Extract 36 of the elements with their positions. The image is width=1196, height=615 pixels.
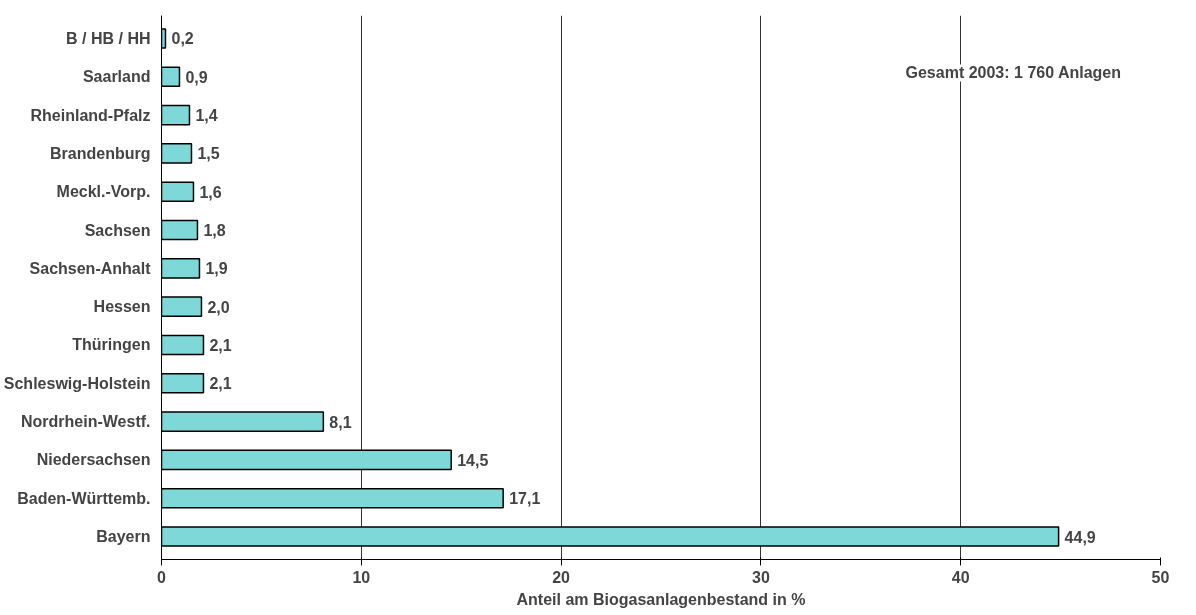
y-tick-label: Saarland (82, 68, 151, 86)
y-tick-label: Sachsen-Anhalt (29, 259, 152, 277)
annotation: Gesamt 2003: 1 760 Anlagen (905, 64, 1122, 82)
data-label: 2,1 (209, 375, 232, 393)
data-label: 2,0 (207, 298, 230, 316)
data-label: 1,6 (199, 183, 222, 201)
data-label: 1,9 (205, 260, 228, 278)
data-label: 1,5 (197, 145, 220, 163)
data-label: 1,4 (195, 107, 218, 125)
data-label: 0,2 (171, 30, 194, 48)
data-label: 2,1 (209, 336, 232, 354)
y-tick-label: Rheinland-Pfalz (30, 106, 151, 124)
y-tick-label: Bayern (96, 528, 151, 546)
data-label: 1,8 (203, 222, 226, 240)
y-tick-label: Hessen (93, 298, 151, 316)
y-tick-label: Nordrhein-Westf. (21, 413, 151, 431)
y-tick-label: Schleswig-Holstein (3, 374, 151, 392)
data-label: 44,9 (1064, 528, 1096, 546)
data-label: 14,5 (457, 451, 489, 469)
y-tick-label: Thüringen (72, 336, 151, 354)
x-tick-label: 40 (951, 568, 970, 586)
data-label: 17,1 (509, 490, 541, 508)
x-tick-label: 10 (352, 568, 371, 586)
x-tick-label: 50 (1151, 568, 1170, 586)
data-label: 0,9 (185, 68, 208, 86)
x-tick-label: 30 (752, 568, 770, 586)
y-tick-label: Sachsen (84, 221, 151, 239)
x-axis-title: Anteil am Biogasanlagenbestand in % (516, 590, 806, 608)
y-tick-label: B / HB / HH (66, 29, 151, 47)
y-tick-label: Meckl.-Vorp. (56, 183, 151, 201)
x-tick-label: 20 (552, 568, 571, 586)
y-tick-label: Brandenburg (50, 144, 151, 162)
x-tick-label: 0 (157, 568, 167, 586)
data-label: 8,1 (329, 413, 352, 431)
y-tick-label: Niedersachsen (36, 451, 151, 469)
y-tick-label: Baden-Württemb. (17, 489, 151, 507)
